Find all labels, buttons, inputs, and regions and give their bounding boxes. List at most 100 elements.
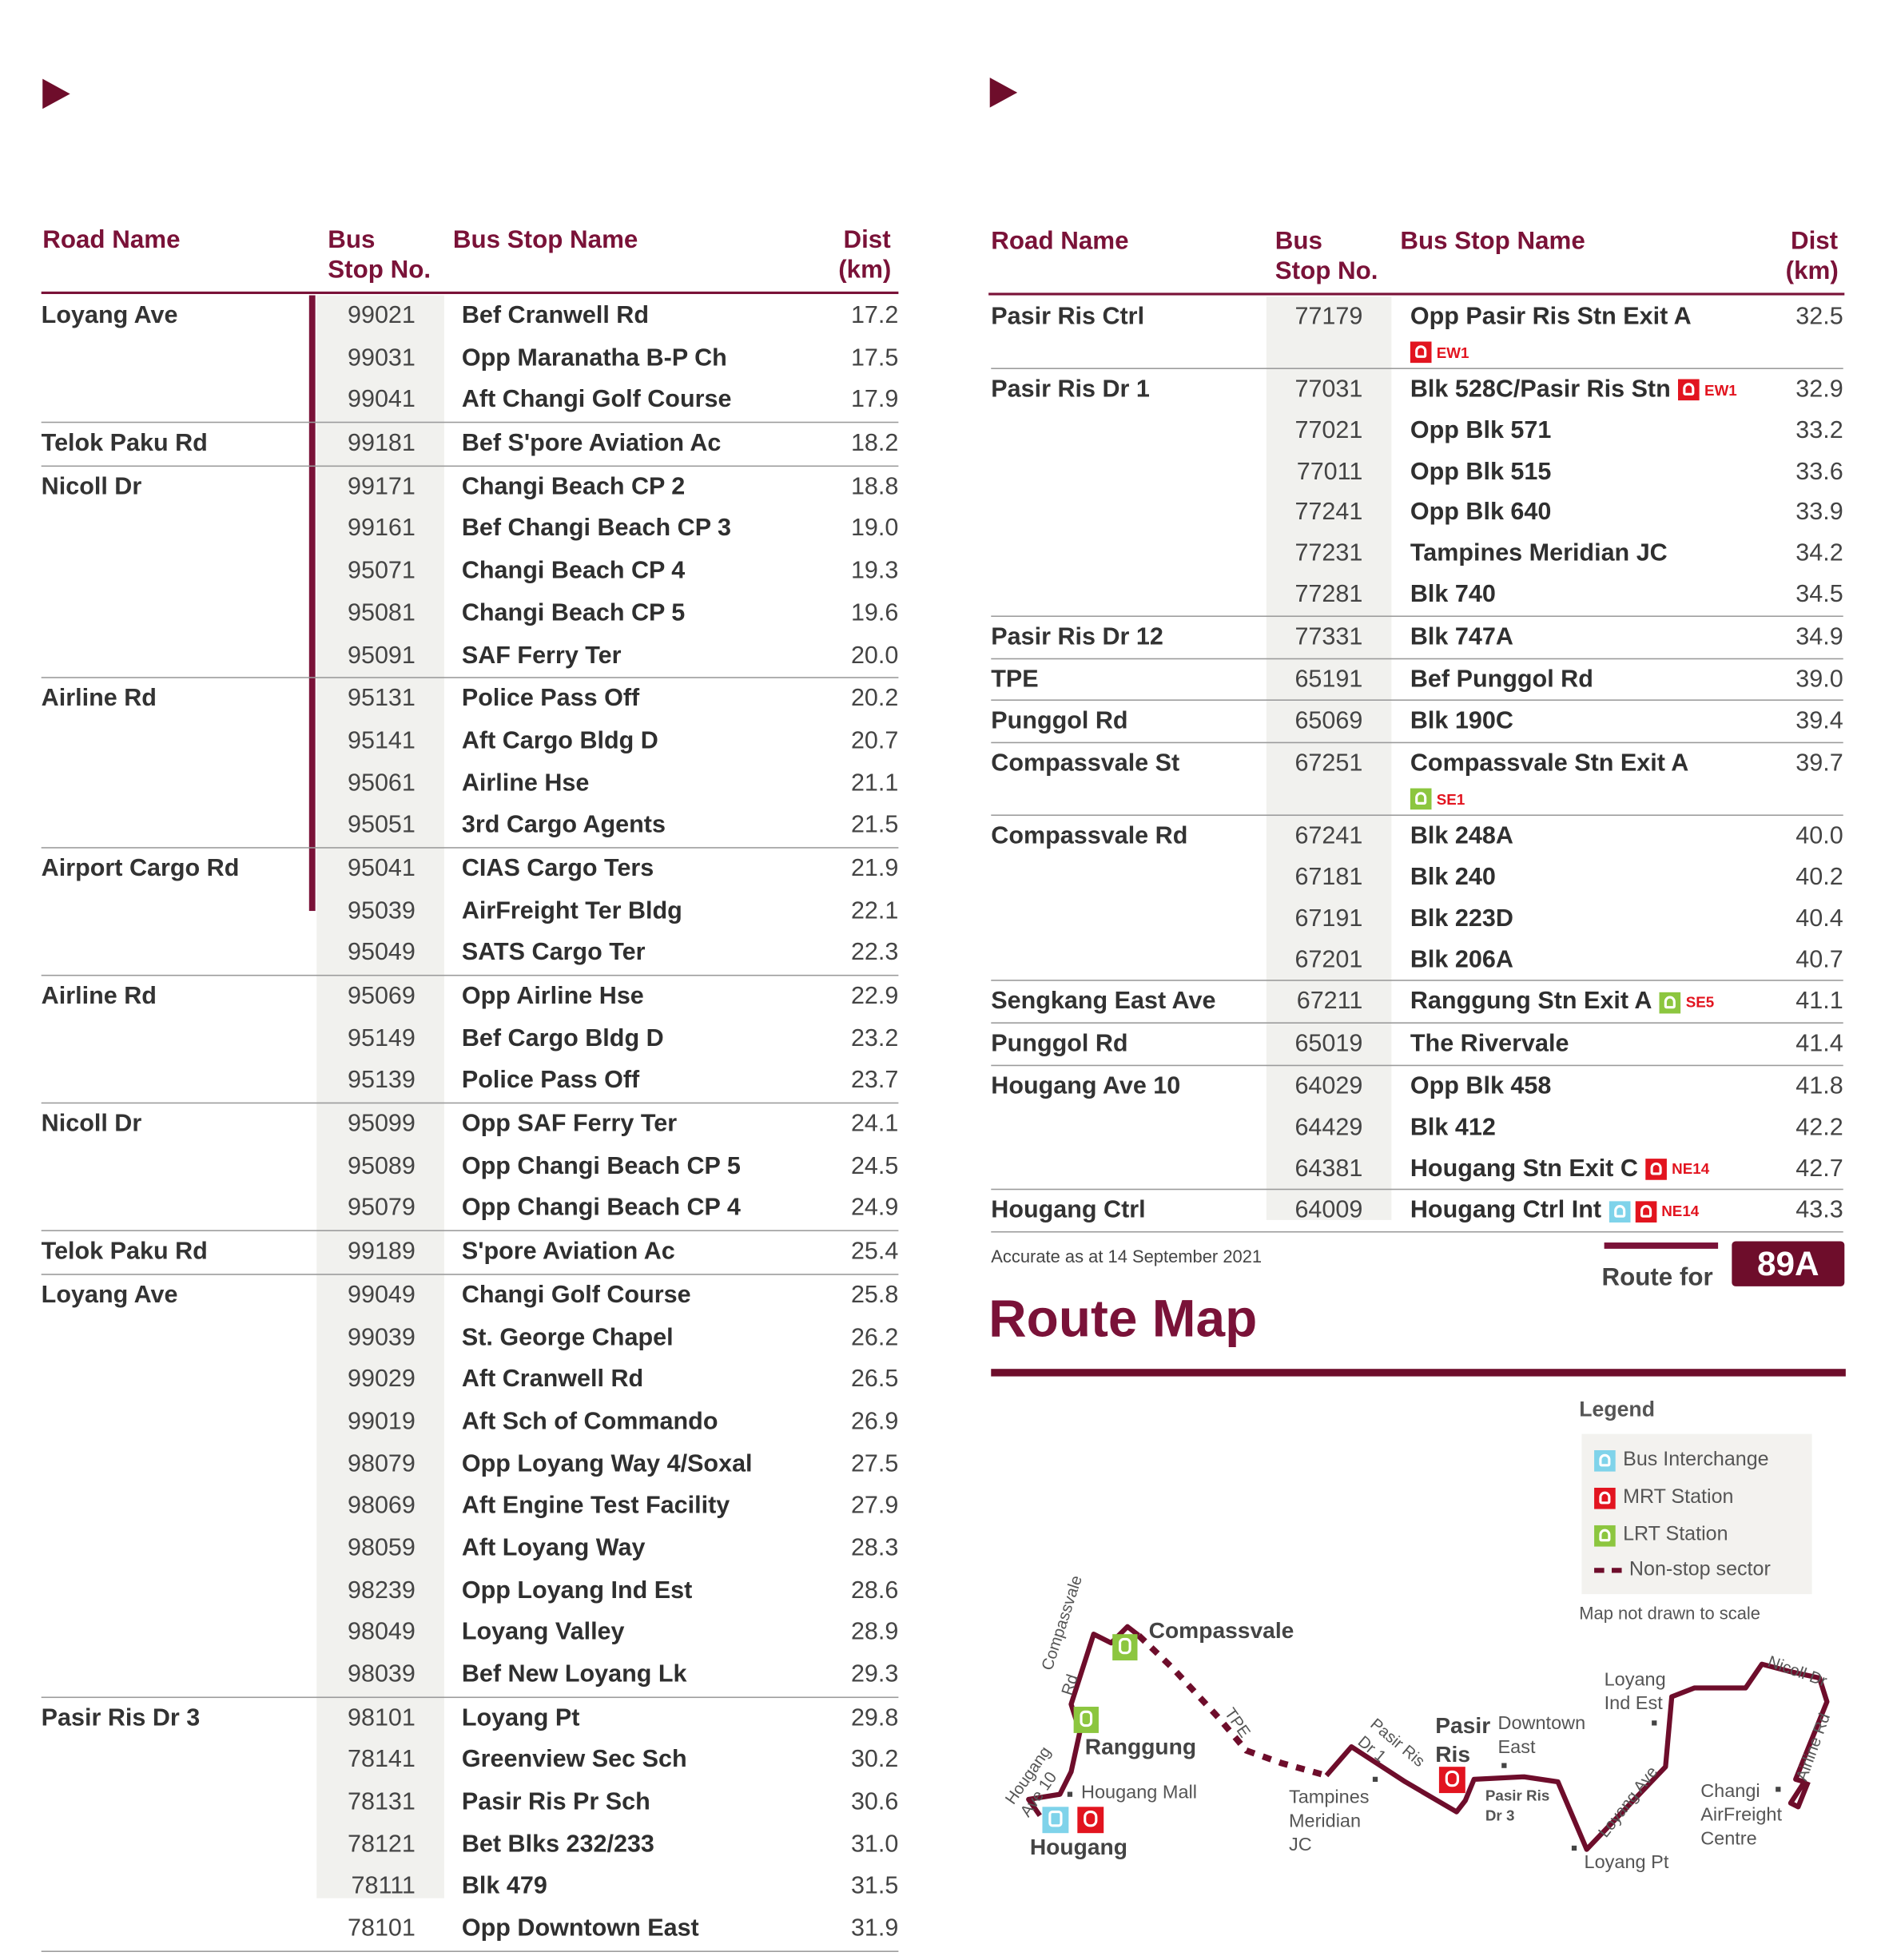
bus-stop-name: Bef Changi Beach CP 3 bbox=[461, 515, 731, 543]
distance-km: 27.9 bbox=[850, 1492, 899, 1520]
bus-stop-name: St. George Chapel bbox=[461, 1323, 674, 1351]
bus-stop-no: 95061 bbox=[347, 769, 416, 797]
route-line bbox=[1324, 1661, 1830, 1852]
table-row: 95079 Opp Changi Beach CP 4 24.9 bbox=[42, 1188, 899, 1230]
road-name: Loyang Ave bbox=[41, 301, 178, 329]
place-tampines-2: Meridian bbox=[1288, 1811, 1362, 1832]
mrt-icon-hougang bbox=[1077, 1807, 1104, 1834]
legend-title: Legend bbox=[1579, 1397, 1655, 1421]
bus-stop-name: Opp Blk 458 bbox=[1410, 1071, 1552, 1100]
road-name: Hougang Ctrl bbox=[991, 1196, 1146, 1225]
bus-stop-name-cell: SAF Ferry Ter bbox=[462, 642, 622, 670]
table-row: 98069 Aft Engine Test Facility 27.9 bbox=[42, 1485, 899, 1528]
bus-stop-name: Opp SAF Ferry Ter bbox=[461, 1110, 678, 1138]
bus-stop-no: 77281 bbox=[1294, 580, 1363, 609]
bus-stop-name: Blk 528C/Pasir Ris Stn bbox=[1410, 375, 1671, 404]
bus-stop-name-cell: Bef Punggol Rd bbox=[1410, 665, 1593, 694]
bus-stop-name-cell: Opp Maranatha B-P Ch bbox=[462, 344, 727, 372]
bus-stop-name-cell: Aft Changi Golf Course bbox=[462, 386, 732, 415]
bus-stop-name: Aft Loyang Way bbox=[461, 1533, 646, 1562]
table-row: Nicoll Dr 95099 Opp SAF Ferry Ter 24.1 bbox=[42, 1103, 899, 1146]
road-name: Punggol Rd bbox=[991, 1030, 1128, 1058]
bus-stop-no: 67211 bbox=[1296, 988, 1363, 1016]
table-row: 95049 SATS Cargo Ter 22.3 bbox=[42, 932, 899, 975]
route-map-divider bbox=[991, 1369, 1846, 1377]
road-group: Pasir Ris Dr 12 77331 Blk 747A 34.9 bbox=[991, 615, 1843, 658]
bus-stop-no: 77031 bbox=[1294, 375, 1363, 404]
bus-stop-name-cell: Aft Cranwell Rd bbox=[462, 1366, 643, 1394]
road-name: Loyang Ave bbox=[41, 1281, 178, 1309]
distance-km: 25.8 bbox=[850, 1281, 899, 1309]
place-downtown-1: Downtown bbox=[1497, 1712, 1586, 1735]
place-loyang-ind-2: Ind Est bbox=[1604, 1692, 1663, 1715]
bus-stop-name-cell: Aft Sch of Commando bbox=[462, 1408, 718, 1437]
distance-km: 18.8 bbox=[850, 472, 899, 501]
header-bus: Bus bbox=[328, 226, 376, 254]
table-row: 77011 Opp Blk 515 33.6 bbox=[991, 451, 1843, 492]
bus-stop-no: 99039 bbox=[347, 1323, 416, 1351]
table-row: 99019 Aft Sch of Commando 26.9 bbox=[42, 1401, 899, 1444]
road-group: TPE 65191 Bef Punggol Rd 39.0 bbox=[991, 658, 1843, 700]
stops-table-right: Pasir Ris Ctrl 77179 Opp Pasir Ris Stn Exi… bbox=[991, 296, 1843, 1233]
bus-stop-name: The Rivervale bbox=[1410, 1030, 1569, 1058]
bus-stop-no: 98069 bbox=[347, 1492, 416, 1520]
bus-stop-no: 95049 bbox=[347, 938, 416, 967]
table-row: Nicoll Dr 99171 Changi Beach CP 2 18.8 bbox=[42, 467, 899, 509]
road-name: Hougang Ave 10 bbox=[991, 1071, 1181, 1100]
accuracy-note: Accurate as at 14 September 2021 bbox=[991, 1246, 1263, 1266]
bus-stop-no: 98049 bbox=[347, 1618, 416, 1646]
mrt-icon bbox=[1594, 1487, 1616, 1509]
bus-stop-no: 98059 bbox=[347, 1533, 416, 1562]
bus-stop-name-cell: Hougang Stn Exit C NE14 bbox=[1410, 1155, 1709, 1183]
road-pasir-ris-dr3-1: Pasir Ris bbox=[1485, 1787, 1550, 1805]
distance-km: 26.9 bbox=[850, 1407, 899, 1436]
legend-label: Bus Interchange bbox=[1623, 1449, 1769, 1471]
bus-stop-name: Compassvale Stn Exit A bbox=[1410, 749, 1689, 777]
bus-stop-name: Bef Cranwell Rd bbox=[461, 301, 650, 329]
distance-km: 40.4 bbox=[1795, 904, 1843, 932]
header-bus: Bus bbox=[1275, 228, 1322, 256]
place-changi-2: AirFreight bbox=[1700, 1804, 1783, 1826]
bus-stop-name: Hougang Stn Exit C bbox=[1410, 1154, 1638, 1183]
distance-km: 23.7 bbox=[850, 1066, 899, 1095]
table-row: Airport Cargo Rd 95041 CIAS Cargo Ters 21.9 bbox=[42, 849, 899, 891]
bus-stop-name: Opp Maranatha B-P Ch bbox=[461, 344, 727, 372]
bus-stop-no: 78141 bbox=[347, 1746, 416, 1774]
bus-stop-name-cell: Airline Hse bbox=[462, 769, 590, 797]
bus-stop-no: 65069 bbox=[1294, 707, 1363, 735]
bus-stop-name-cell: Pasir Ris Pr Sch bbox=[462, 1788, 650, 1817]
legend-bus-interchange: Bus Interchange bbox=[1594, 1449, 1769, 1471]
bus-stop-no: 64381 bbox=[1294, 1154, 1363, 1183]
place-tampines-3: JC bbox=[1288, 1834, 1312, 1856]
header-km: (km) bbox=[1785, 257, 1839, 286]
bus-stop-no: 98239 bbox=[347, 1576, 416, 1604]
bus-stop-no: 78101 bbox=[347, 1914, 416, 1942]
distance-km: 41.8 bbox=[1795, 1071, 1843, 1100]
table-row: Loyang Ave 99021 Bef Cranwell Rd 17.2 bbox=[42, 296, 899, 338]
road-group: Punggol Rd 65069 Blk 190C 39.4 bbox=[991, 699, 1843, 742]
scale-note: Map not drawn to scale bbox=[1579, 1603, 1760, 1624]
distance-km: 41.1 bbox=[1795, 988, 1843, 1016]
table-row: Pasir Ris Dr 1 77031 Blk 528C/Pasir Ris St… bbox=[991, 369, 1843, 410]
bus-stop-name: Opp Blk 515 bbox=[1410, 457, 1552, 485]
table-row: 67191 Blk 223D 40.4 bbox=[991, 898, 1843, 939]
table-row: 95051 3rd Cargo Agents 21.5 bbox=[42, 805, 899, 847]
table-row: 95081 Changi Beach CP 5 19.6 bbox=[42, 593, 899, 635]
road-name: TPE bbox=[991, 665, 1039, 693]
bus-stop-no: 98039 bbox=[347, 1660, 416, 1688]
mrt-icon-pasir-ris bbox=[1438, 1767, 1465, 1794]
lrt-icon-compassvale bbox=[1112, 1634, 1138, 1661]
bus-stop-name-cell: Changi Golf Course bbox=[462, 1281, 691, 1310]
distance-km: 17.2 bbox=[850, 301, 899, 329]
bus-stop-name-cell: Blk 528C/Pasir Ris Stn EW1 bbox=[1410, 376, 1737, 404]
place-downtown-2: East bbox=[1497, 1736, 1536, 1759]
table-row: 77241 Opp Blk 640 33.9 bbox=[991, 492, 1843, 533]
road-group: Pasir Ris Dr 3 98101 Loyang Pt 29.8 78141 Gre… bbox=[41, 1696, 899, 1950]
bus-stop-no: 95149 bbox=[347, 1024, 416, 1052]
bus-stop-name: Aft Cranwell Rd bbox=[461, 1365, 644, 1393]
bus-stop-name-cell: Aft Cargo Bldg D bbox=[462, 727, 658, 756]
bus-stop-name: AirFreight Ter Bldg bbox=[461, 897, 682, 924]
bus-stop-no: 67251 bbox=[1294, 749, 1363, 777]
bus-stop-no: 99031 bbox=[347, 344, 416, 372]
